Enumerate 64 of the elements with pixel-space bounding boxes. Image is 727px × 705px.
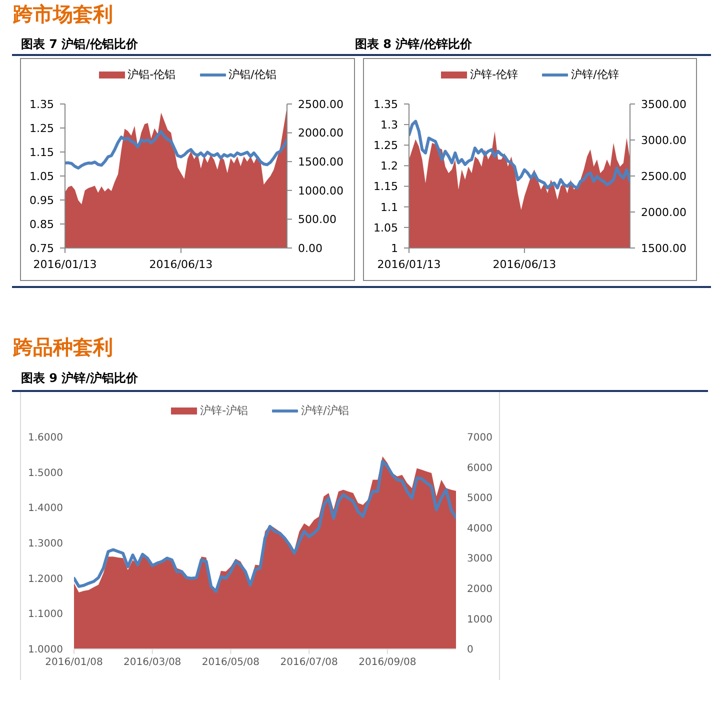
y-tick-label: 1.35 <box>374 98 398 111</box>
legend-label: 沪锌-伦锌 <box>470 68 518 82</box>
y-tick-label: 0.95 <box>30 194 54 207</box>
x-tick-label: 2016/06/13 <box>492 258 556 271</box>
y2-tick-label: 1500.00 <box>298 156 344 169</box>
y2-tick-label: 2000.00 <box>641 206 686 219</box>
chart-title: 跨品种套利 <box>13 335 113 359</box>
x-tick-label: 2016/05/08 <box>202 657 260 668</box>
chart-title: 图表 8 沪锌/伦锌比价 <box>355 37 472 51</box>
y-tick-label: 1.2000 <box>28 574 63 585</box>
y-tick-label: 1.3 <box>380 118 398 132</box>
line-series <box>74 460 456 593</box>
y2-tick-label: 2000.00 <box>298 126 344 140</box>
x-tick-label: 2016/07/08 <box>280 657 338 668</box>
y-tick-label: 1.1000 <box>28 609 63 620</box>
y2-tick-label: 4000 <box>467 523 492 534</box>
y2-tick-label: 2500.00 <box>298 98 344 111</box>
y-tick-label: 1.2 <box>380 160 398 173</box>
y2-tick-label: 3000 <box>467 554 492 565</box>
y-tick-label: 1.35 <box>30 98 54 111</box>
legend-label: 沪铝/伦铝 <box>228 68 276 82</box>
y2-tick-label: 1000.00 <box>298 184 344 198</box>
y2-tick-label: 7000 <box>467 432 492 444</box>
y-tick-label: 1.6000 <box>28 432 63 444</box>
y-tick-label: 1.4000 <box>28 503 63 514</box>
y-tick-label: 1.5000 <box>28 468 63 479</box>
y2-tick-label: 2000 <box>467 584 492 595</box>
y2-tick-label: 0 <box>467 644 474 656</box>
y2-tick-label: 5000 <box>467 493 492 504</box>
x-tick-label: 2016/09/08 <box>358 657 416 668</box>
legend-label: 沪锌/伦锌 <box>571 68 619 82</box>
y-tick-label: 1.25 <box>30 122 54 135</box>
chart-subtitle: 图表 9 沪锌/沪铝比价 <box>21 371 138 385</box>
y-tick-label: 0.85 <box>30 218 54 231</box>
y2-tick-label: 3500.00 <box>641 98 686 111</box>
legend-label: 沪锌/沪铝 <box>301 404 349 418</box>
y-tick-label: 1.0000 <box>28 644 63 656</box>
y-tick-label: 1.05 <box>30 170 54 183</box>
legend-label: 沪锌-沪铝 <box>200 404 248 418</box>
y-tick-label: 1.15 <box>30 146 54 159</box>
y-tick-label: 1.15 <box>374 180 398 194</box>
y-tick-label: 1.25 <box>374 139 398 152</box>
y2-tick-label: 500.00 <box>298 213 336 226</box>
line-series <box>409 120 630 190</box>
y2-tick-label: 2500.00 <box>641 170 686 183</box>
chart-title: 跨市场套利 <box>13 2 113 26</box>
y2-tick-label: 1500.00 <box>641 242 686 255</box>
x-tick-label: 2016/01/08 <box>45 657 103 668</box>
y2-tick-label: 3000.00 <box>641 134 686 147</box>
y2-tick-label: 0.00 <box>298 242 322 255</box>
x-tick-label: 2016/03/08 <box>124 657 182 668</box>
x-tick-label: 2016/01/13 <box>33 258 97 271</box>
y-tick-label: 1.1 <box>380 200 398 214</box>
y-tick-label: 1.05 <box>374 221 398 234</box>
x-tick-label: 2016/01/13 <box>377 258 441 271</box>
y-tick-label: 1.3000 <box>28 538 63 550</box>
y2-tick-label: 1000 <box>467 614 492 626</box>
legend-label: 沪铝-伦铝 <box>128 68 176 82</box>
x-tick-label: 2016/06/13 <box>149 258 213 271</box>
y-tick-label: 0.75 <box>30 242 54 255</box>
chart-subtitle: 图表 7 沪铝/伦铝比价 <box>21 37 138 51</box>
y-tick-label: 1 <box>391 242 398 255</box>
line-series <box>65 130 287 170</box>
y2-tick-label: 6000 <box>467 462 492 474</box>
